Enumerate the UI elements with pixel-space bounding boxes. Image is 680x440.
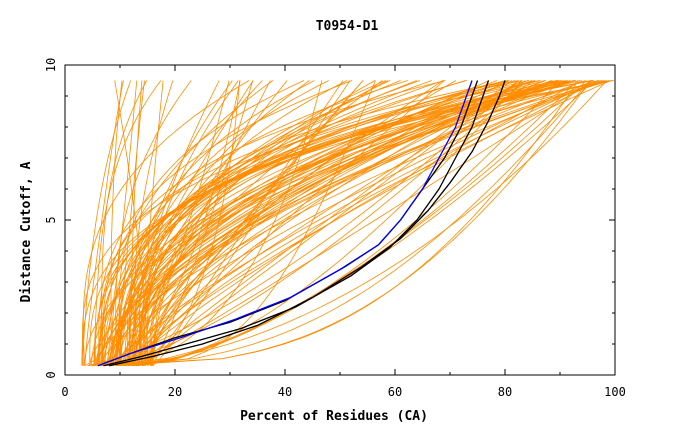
background-curve [116,80,288,366]
highlight-curve [108,80,506,367]
x-tick-label: 80 [498,385,512,399]
background-curve [100,80,590,367]
background-curve [98,80,594,366]
background-curve [82,80,132,366]
background-curve [103,80,552,366]
background-curve [111,80,593,366]
highlight-curves [97,80,506,367]
background-curve [84,80,124,366]
background-curve [116,80,145,366]
background-curve [138,80,576,366]
background-curve [146,80,516,366]
background-curve [150,80,391,366]
background-curve [111,80,408,366]
background-curve [141,80,576,366]
background-curve [96,80,607,367]
background-curve [107,80,263,366]
background-curve [115,80,432,366]
background-curve [128,80,241,367]
background-curve [128,80,605,366]
y-tick-label: 0 [44,371,58,378]
background-curve [115,80,591,367]
background-curve [99,80,579,367]
y-tick-label: 10 [44,58,58,72]
background-curve [98,80,353,366]
background-curve [144,80,510,366]
background-curve [114,80,598,366]
background-curve [108,80,546,366]
background-curve [131,80,220,366]
background-curve [134,80,536,366]
highlight-curve [103,80,490,367]
background-curve [82,80,540,366]
background-curve [99,80,509,366]
background-curve [141,80,595,367]
background-curve [136,80,523,367]
background-curve [101,80,446,366]
background-curve [152,80,351,366]
x-tick-label: 100 [604,385,626,399]
background-curve [151,80,254,366]
x-tick-label: 40 [278,385,292,399]
x-tick-label: 60 [388,385,402,399]
background-curve [91,80,323,367]
background-curve [103,80,417,366]
y-tick-label: 5 [44,216,58,223]
background-curve [126,80,445,366]
background-curve [84,80,138,367]
background-curve [149,80,571,366]
background-curve [138,80,513,366]
background-curve [87,80,241,367]
axis-ticks: 0 20 40 60 80 100 0 5 10 [44,58,626,399]
background-curve [123,80,545,366]
background-curve [138,80,386,366]
background-curve [111,80,563,366]
background-curve [110,80,123,366]
background-curve [131,80,329,366]
y-axis-label: Distance Cutoff, A [19,161,34,302]
background-curve [151,80,388,366]
background-curve [138,80,558,366]
background-curve [114,80,149,366]
background-curve [93,80,162,366]
background-curve [144,80,364,366]
background-curve [112,80,536,366]
background-curve [138,80,541,366]
background-curve [129,80,271,366]
background-curve [101,80,148,366]
background-curve [100,80,526,367]
x-tick-label: 20 [168,385,182,399]
background-curve [131,80,376,367]
background-curve [97,80,575,366]
background-curves [81,80,614,367]
background-curve [137,80,611,366]
background-curve [95,80,490,366]
chart-title: T0954-D1 [316,19,379,34]
background-curve [114,80,614,366]
x-tick-label: 0 [61,385,68,399]
background-curve [128,80,522,366]
highlight-curve [97,80,473,367]
x-axis-label: Percent of Residues (CA) [240,409,428,424]
background-curve [134,80,593,367]
background-curve [133,80,174,366]
background-curve [129,80,603,366]
background-curve [151,80,557,366]
